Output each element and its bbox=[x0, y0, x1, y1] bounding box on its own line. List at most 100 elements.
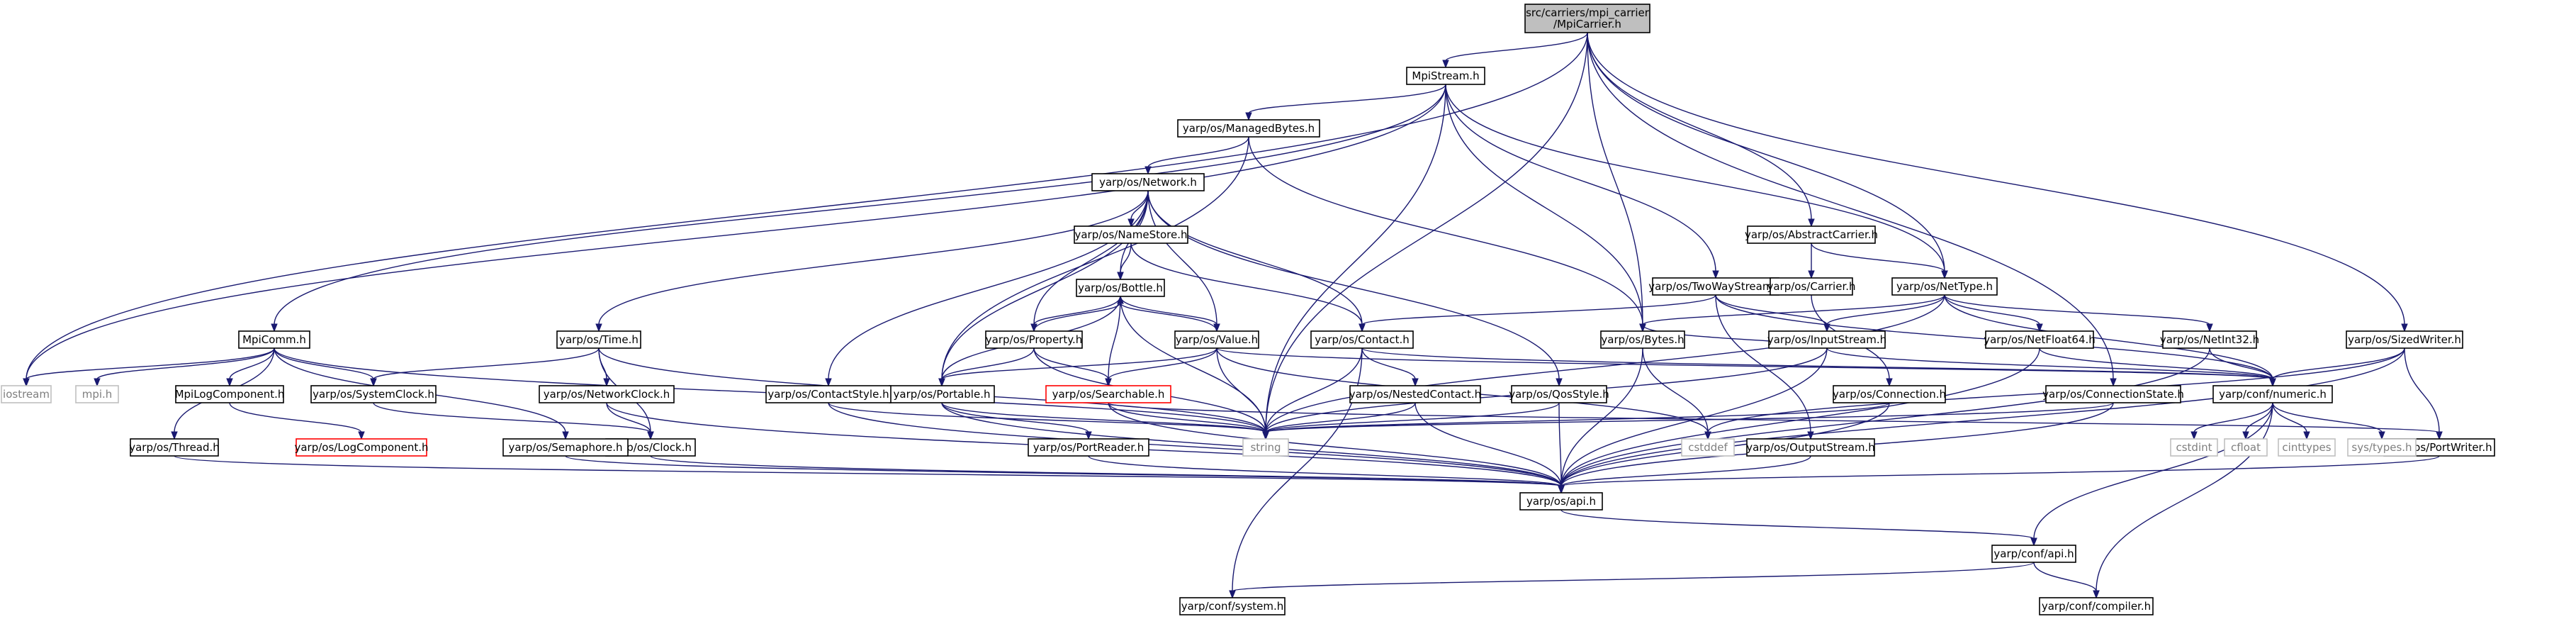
node-netfloat64[interactable]: yarp/os/NetFloat64.h bbox=[1984, 330, 2096, 349]
node-label: yarp/os/Searchable.h bbox=[1052, 388, 1165, 401]
node-box bbox=[1768, 330, 1886, 349]
node-iostream: iostream bbox=[1, 385, 52, 403]
node-mpicomm[interactable]: MpiComm.h bbox=[238, 330, 310, 349]
node-label: cstddef bbox=[1688, 441, 1728, 454]
node-label: yarp/os/SystemClock.h bbox=[313, 388, 434, 401]
node-box bbox=[502, 438, 629, 457]
edge-systemclock-to-clock bbox=[373, 402, 654, 440]
node-outputstream[interactable]: yarp/os/OutputStream.h bbox=[1746, 438, 1875, 457]
node-label: yarp/os/InputStream.h bbox=[1767, 333, 1886, 346]
node-confapi[interactable]: yarp/conf/api.h bbox=[1991, 545, 2076, 563]
edge-qosstyle-to-string bbox=[1262, 402, 1560, 440]
node-searchable[interactable]: yarp/os/Searchable.h bbox=[1045, 385, 1171, 403]
edge-mpistream-to-managedbytes bbox=[1245, 84, 1446, 121]
edge-network-to-qosstyle bbox=[1147, 190, 1563, 387]
node-api[interactable]: yarp/os/api.h bbox=[1519, 492, 1603, 511]
node-box bbox=[2039, 597, 2154, 615]
edge-nettype-to-netfloat64 bbox=[1944, 294, 2043, 333]
node-box bbox=[556, 330, 641, 349]
edge-sizedwriter-to-portwriter bbox=[2404, 347, 2443, 440]
node-label: iostream bbox=[3, 388, 50, 401]
node-label: yarp/os/Time.h bbox=[559, 333, 639, 346]
node-label: yarp/os/Value.h bbox=[1176, 333, 1258, 346]
node-label: yarp/os/api.h bbox=[1526, 495, 1596, 508]
node-label: yarp/conf/system.h bbox=[1181, 600, 1284, 613]
node-label: yarp/os/Portable.h bbox=[894, 388, 991, 401]
edge-connectionstate-to-string bbox=[1262, 402, 2114, 440]
node-nettype[interactable]: yarp/os/NetType.h bbox=[1891, 277, 1998, 296]
node-label: yarp/os/LogComponent.h bbox=[294, 441, 428, 454]
node-box bbox=[1747, 225, 1876, 244]
node-network[interactable]: yarp/os/Network.h bbox=[1091, 173, 1205, 191]
node-label: yarp/os/TwoWayStream.h bbox=[1648, 280, 1782, 293]
node-abstractcarrier[interactable]: yarp/os/AbstractCarrier.h bbox=[1745, 225, 1878, 244]
edge-mpicomm-to-iostream bbox=[23, 347, 275, 387]
edge-time-to-networkclock bbox=[598, 347, 610, 387]
node-box bbox=[1891, 277, 1998, 296]
node-label: MpiLogComponent.h bbox=[175, 388, 285, 401]
node-value[interactable]: yarp/os/Value.h bbox=[1174, 330, 1259, 349]
node-systemclock[interactable]: yarp/os/SystemClock.h bbox=[310, 385, 437, 403]
node-bytes[interactable]: yarp/os/Bytes.h bbox=[1600, 330, 1685, 349]
node-system[interactable]: yarp/conf/system.h bbox=[1179, 597, 1286, 615]
node-namestore[interactable]: yarp/os/NameStore.h bbox=[1074, 225, 1188, 244]
node-cstddef: cstddef bbox=[1681, 438, 1735, 457]
node-property[interactable]: yarp/os/Property.h bbox=[985, 330, 1083, 349]
node-contactstyle[interactable]: yarp/os/ContactStyle.h bbox=[765, 385, 892, 403]
node-logcomponent[interactable]: yarp/os/LogComponent.h bbox=[294, 438, 429, 457]
node-cfloat: cfloat bbox=[2224, 438, 2268, 457]
node-mpistream[interactable]: MpiStream.h bbox=[1406, 67, 1485, 85]
node-portable[interactable]: yarp/os/Portable.h bbox=[889, 385, 995, 403]
node-systypes: sys/types.h bbox=[2347, 438, 2417, 457]
node-box bbox=[2347, 438, 2417, 457]
edge-root-to-mpistream bbox=[1442, 32, 1588, 69]
node-time[interactable]: yarp/os/Time.h bbox=[556, 330, 641, 349]
node-layer: src/carriers/mpi_carrier/MpiCarrier.h Mpi… bbox=[1, 4, 2495, 615]
node-mpilogcomponent[interactable]: MpiLogComponent.h bbox=[175, 385, 285, 403]
node-twowaystream[interactable]: yarp/os/TwoWayStream.h bbox=[1648, 277, 1783, 296]
node-numeric[interactable]: yarp/conf/numeric.h bbox=[2212, 385, 2333, 403]
node-netint32[interactable]: yarp/os/NetInt32.h bbox=[2160, 330, 2259, 349]
edge-mpilogcomponent-to-logcomponent bbox=[229, 402, 365, 440]
node-label: yarp/os/ContactStyle.h bbox=[767, 388, 889, 401]
node-box bbox=[75, 385, 119, 403]
node-box bbox=[1045, 385, 1171, 403]
edge-root-to-connectionstate bbox=[1587, 32, 2117, 387]
node-label: yarp/os/Clock.h bbox=[609, 441, 692, 454]
node-box bbox=[2212, 385, 2333, 403]
node-contact[interactable]: yarp/os/Contact.h bbox=[1310, 330, 1414, 349]
node-portreader[interactable]: yarp/os/PortReader.h bbox=[1028, 438, 1149, 457]
node-label: yarp/os/SizedWriter.h bbox=[2348, 333, 2461, 346]
node-box bbox=[2224, 438, 2268, 457]
node-label: yarp/conf/api.h bbox=[1993, 547, 2074, 560]
node-connection[interactable]: yarp/os/Connection.h bbox=[1833, 385, 1946, 403]
node-sizedwriter[interactable]: yarp/os/SizedWriter.h bbox=[2346, 330, 2463, 349]
node-compiler[interactable]: yarp/conf/compiler.h bbox=[2039, 597, 2154, 615]
node-thread[interactable]: yarp/os/Thread.h bbox=[129, 438, 220, 457]
edge-portwriter-to-api bbox=[1558, 455, 2440, 494]
edge-property-to-portable bbox=[938, 347, 1035, 387]
node-carrier[interactable]: yarp/os/Carrier.h bbox=[1767, 277, 1856, 296]
node-root[interactable]: src/carriers/mpi_carrier/MpiCarrier.h bbox=[1524, 4, 1650, 33]
node-semaphore[interactable]: yarp/os/Semaphore.h bbox=[502, 438, 629, 457]
node-cstdint: cstdint bbox=[2170, 438, 2218, 457]
node-bottle[interactable]: yarp/os/Bottle.h bbox=[1076, 279, 1165, 297]
node-box bbox=[1519, 492, 1603, 511]
node-inputstream[interactable]: yarp/os/InputStream.h bbox=[1767, 330, 1886, 349]
node-managedbytes[interactable]: yarp/os/ManagedBytes.h bbox=[1177, 119, 1320, 138]
node-label: yarp/os/Carrier.h bbox=[1767, 280, 1855, 293]
node-qosstyle[interactable]: yarp/os/QosStyle.h bbox=[1509, 385, 1609, 403]
node-box bbox=[1524, 4, 1650, 33]
node-label: yarp/os/NestedContact.h bbox=[1349, 388, 1481, 401]
node-nestedcontact[interactable]: yarp/os/NestedContact.h bbox=[1349, 385, 1481, 403]
node-label: yarp/os/ConnectionState.h bbox=[2042, 388, 2184, 401]
node-box bbox=[2170, 438, 2218, 457]
node-networkclock[interactable]: yarp/os/NetworkClock.h bbox=[539, 385, 675, 403]
node-connectionstate[interactable]: yarp/os/ConnectionState.h bbox=[2042, 385, 2184, 403]
edge-time-to-systemclock bbox=[370, 347, 600, 387]
edge-value-to-bottle bbox=[1117, 295, 1217, 332]
node-label: src/carriers/mpi_carrier bbox=[1526, 6, 1650, 20]
edge-abstractcarrier-to-carrier bbox=[1808, 242, 1815, 279]
node-label: yarp/os/Contact.h bbox=[1315, 333, 1410, 346]
edge-nettype-to-bytes bbox=[1639, 294, 1945, 333]
